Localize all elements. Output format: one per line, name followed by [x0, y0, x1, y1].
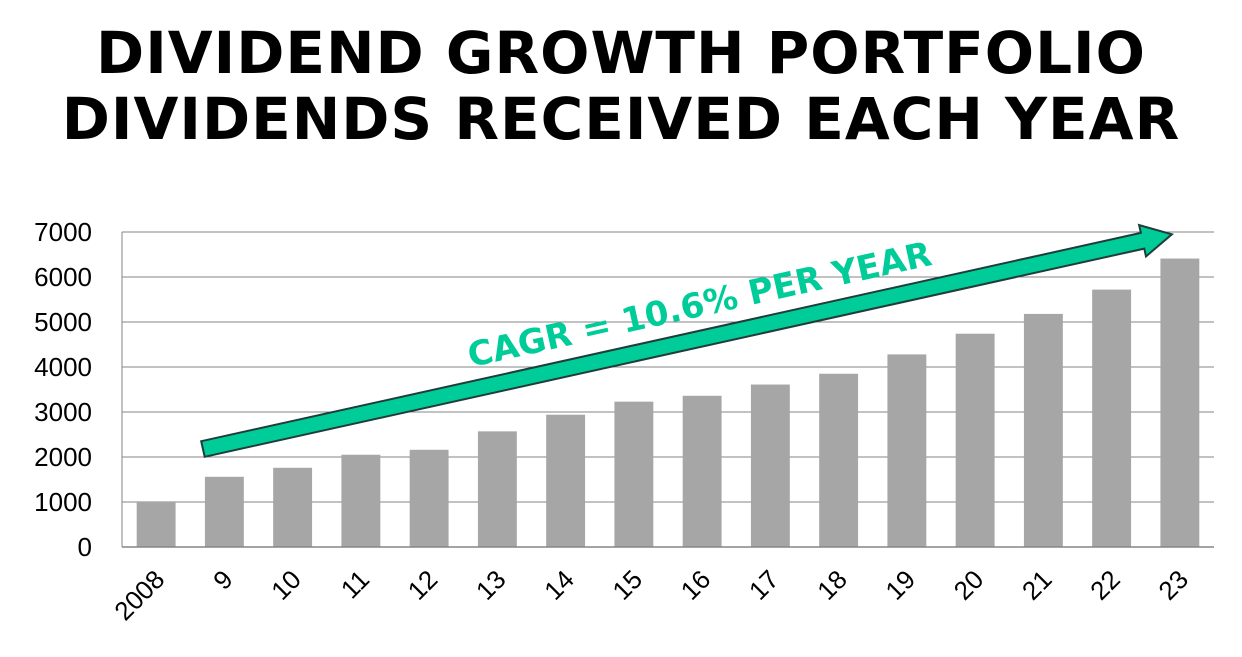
x-tick-label: 19: [879, 564, 921, 606]
x-tick-label: 16: [675, 564, 717, 606]
bar-9: [204, 476, 244, 547]
x-tick-label: 17: [743, 564, 785, 606]
bar-13: [477, 431, 517, 547]
bar-19: [887, 354, 927, 547]
x-tick-label: 9: [207, 564, 238, 595]
y-tick-labels: 0 1000 2000 3000 4000 5000 6000 7000: [34, 217, 92, 562]
y-tick-label: 5000: [34, 307, 92, 337]
bar-23: [1160, 258, 1200, 547]
y-tick-label: 1000: [34, 487, 92, 517]
bar-12: [409, 449, 449, 547]
x-tick-label: 22: [1084, 564, 1126, 606]
axes: [121, 232, 1214, 548]
x-tick-label: 11: [335, 564, 375, 604]
bars: [136, 258, 1200, 547]
chart-title-line-2: DIVIDENDS RECEIVED EACH YEAR: [61, 85, 1181, 153]
chart-title-line-1: DIVIDEND GROWTH PORTFOLIO: [96, 19, 1146, 87]
y-tick-label: 0: [78, 532, 92, 562]
x-tick-label: 14: [538, 564, 580, 606]
bar-10: [273, 467, 313, 547]
x-tick-label: 2008: [108, 564, 170, 626]
y-tick-label: 4000: [34, 352, 92, 382]
x-tick-label: 20: [948, 564, 990, 606]
bar-14: [546, 414, 586, 547]
x-tick-label: 18: [811, 564, 853, 606]
bar-22: [1092, 289, 1132, 547]
x-tick-label: 12: [402, 564, 444, 606]
bar-15: [614, 401, 654, 547]
x-tick-labels: 2008 9 10 11 12 13 14 15 16 17 18 19 20 21 22 23: [108, 564, 1194, 626]
y-tick-label: 7000: [34, 217, 92, 247]
bar-2008: [136, 502, 176, 547]
bar-16: [682, 395, 722, 547]
bar-18: [819, 373, 859, 547]
x-tick-label: 21: [1016, 564, 1058, 606]
bar-20: [955, 333, 995, 547]
y-tick-label: 6000: [34, 262, 92, 292]
bar-17: [750, 384, 790, 547]
x-tick-label: 13: [470, 564, 512, 606]
bar-21: [1023, 313, 1063, 547]
cagr-arrow: [200, 223, 1174, 458]
bar-11: [341, 454, 381, 547]
x-tick-label: 15: [606, 564, 648, 606]
x-tick-label: 10: [265, 564, 307, 606]
y-tick-label: 3000: [34, 397, 92, 427]
x-tick-label: 23: [1152, 564, 1194, 606]
y-tick-label: 2000: [34, 442, 92, 472]
